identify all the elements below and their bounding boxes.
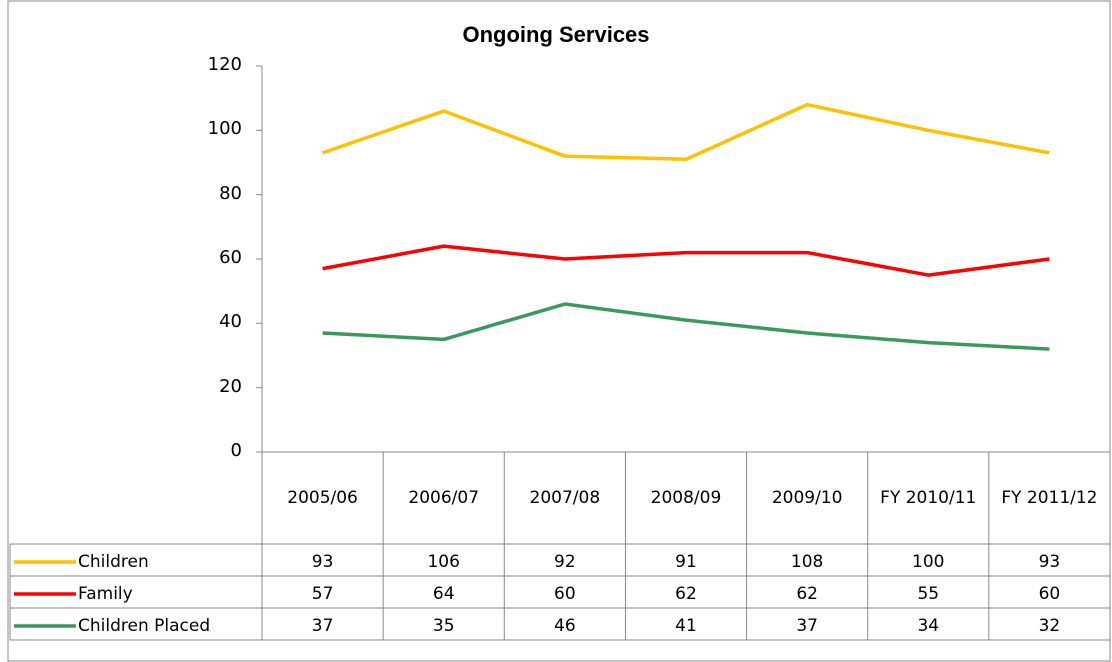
y-tick-label: 40 — [219, 311, 242, 333]
x-tick-label: 2006/07 — [408, 487, 480, 508]
series-line — [322, 302, 1050, 351]
x-tick-label: 2009/10 — [771, 487, 843, 508]
x-tick-label: 2005/06 — [287, 487, 358, 508]
y-tick-label: 60 — [219, 247, 242, 268]
legend-label: Children — [78, 551, 149, 572]
table-value: 100 — [912, 551, 945, 572]
table-value: 93 — [311, 551, 334, 572]
table-value: 62 — [796, 583, 818, 604]
table-value: 37 — [796, 615, 818, 636]
table-value: 55 — [917, 583, 940, 604]
table-value: 34 — [917, 615, 940, 636]
x-tick-label: 2008/09 — [650, 487, 722, 508]
chart-border — [7, 0, 1111, 662]
y-tick-label: 100 — [207, 118, 242, 140]
table-value: 93 — [1038, 551, 1061, 572]
y-tick-label: 120 — [207, 54, 242, 75]
series-line — [322, 102, 1050, 162]
legend-label: Children Placed — [78, 615, 211, 636]
chart-title: Ongoing Services — [462, 22, 650, 47]
table-value: 91 — [675, 551, 697, 572]
x-tick-label: FY 2011/12 — [1001, 487, 1098, 508]
x-tick-label: FY 2010/11 — [880, 487, 977, 508]
table-value: 35 — [432, 615, 455, 636]
legend-label: Family — [78, 583, 133, 604]
series-line — [322, 244, 1050, 277]
table-value: 60 — [1038, 583, 1061, 604]
table-value: 108 — [790, 551, 824, 572]
table-value: 37 — [311, 615, 334, 636]
table-value: 32 — [1038, 615, 1061, 636]
table-value: 57 — [311, 583, 334, 604]
table-value: 64 — [432, 583, 455, 604]
y-tick-label: 0 — [230, 440, 242, 461]
y-tick-label: 20 — [219, 375, 242, 397]
table-value: 46 — [554, 615, 576, 636]
table-value: 60 — [554, 583, 576, 604]
table-value: 41 — [675, 615, 697, 636]
table-value: 92 — [554, 551, 576, 572]
table-value: 106 — [427, 551, 460, 572]
x-tick-label: 2007/08 — [529, 487, 601, 508]
table-value: 62 — [675, 583, 697, 604]
y-tick-label: 80 — [219, 182, 242, 204]
